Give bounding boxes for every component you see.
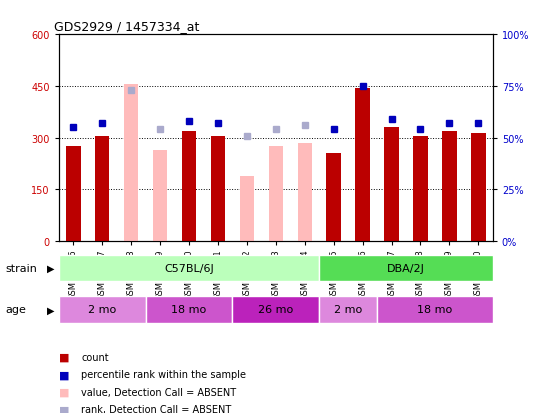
Text: 26 mo: 26 mo xyxy=(258,305,293,315)
Bar xyxy=(413,137,428,242)
Text: ■: ■ xyxy=(59,352,69,362)
Bar xyxy=(269,147,283,242)
Bar xyxy=(319,297,377,323)
Bar xyxy=(59,297,146,323)
Bar xyxy=(240,176,254,242)
Text: ■: ■ xyxy=(59,387,69,397)
Text: GDS2929 / 1457334_at: GDS2929 / 1457334_at xyxy=(54,19,200,33)
Text: ▶: ▶ xyxy=(46,305,54,315)
Bar xyxy=(182,131,196,242)
Bar xyxy=(319,255,493,282)
Bar xyxy=(471,133,486,242)
Text: value, Detection Call = ABSENT: value, Detection Call = ABSENT xyxy=(81,387,236,397)
Bar xyxy=(377,297,493,323)
Text: percentile rank within the sample: percentile rank within the sample xyxy=(81,370,246,380)
Text: count: count xyxy=(81,352,109,362)
Text: 18 mo: 18 mo xyxy=(171,305,207,315)
Text: ■: ■ xyxy=(59,404,69,413)
Bar xyxy=(211,137,225,242)
Bar xyxy=(153,150,167,242)
Text: 18 mo: 18 mo xyxy=(417,305,452,315)
Bar xyxy=(95,137,109,242)
Bar xyxy=(66,147,81,242)
Bar xyxy=(146,297,232,323)
Bar xyxy=(232,297,319,323)
Text: ■: ■ xyxy=(59,370,69,380)
Text: C57BL/6J: C57BL/6J xyxy=(164,263,214,273)
Bar xyxy=(59,255,319,282)
Text: age: age xyxy=(6,305,26,315)
Text: rank, Detection Call = ABSENT: rank, Detection Call = ABSENT xyxy=(81,404,231,413)
Text: DBA/2J: DBA/2J xyxy=(387,263,425,273)
Text: ▶: ▶ xyxy=(46,263,54,273)
Bar xyxy=(356,88,370,242)
Text: strain: strain xyxy=(6,263,38,273)
Bar xyxy=(442,131,456,242)
Bar xyxy=(124,85,138,242)
Bar xyxy=(297,143,312,242)
Bar xyxy=(384,128,399,242)
Bar xyxy=(326,154,341,242)
Text: 2 mo: 2 mo xyxy=(334,305,362,315)
Text: 2 mo: 2 mo xyxy=(88,305,116,315)
